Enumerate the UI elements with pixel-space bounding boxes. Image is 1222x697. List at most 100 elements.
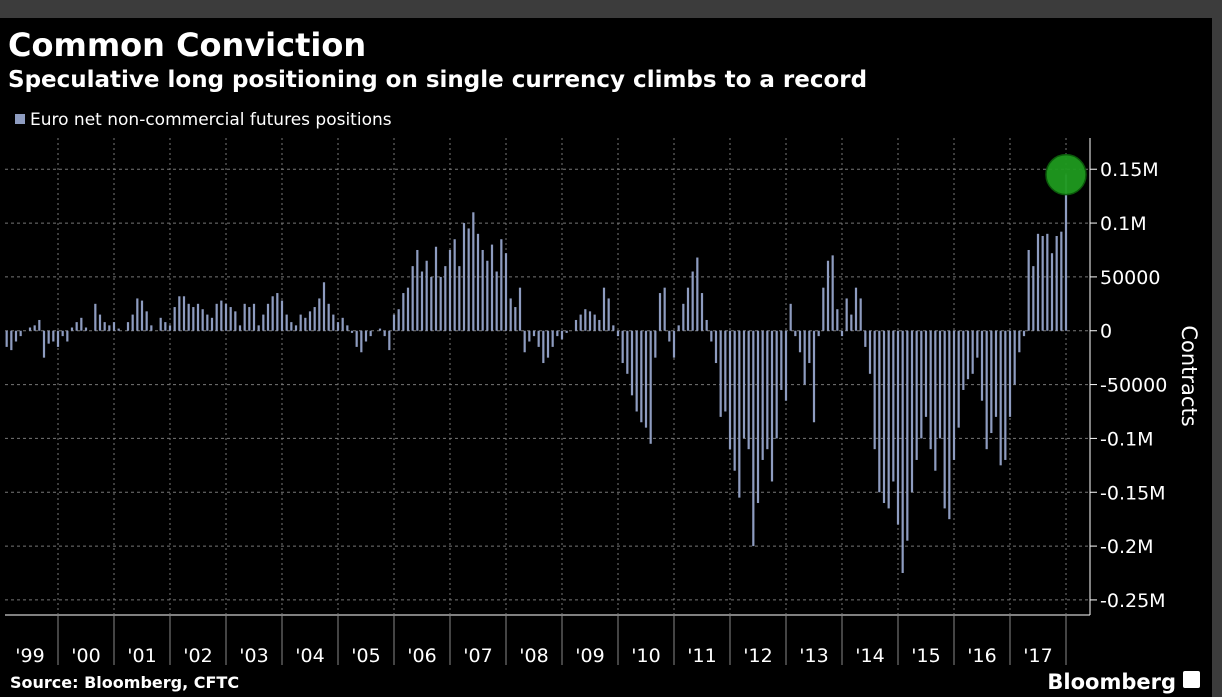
bar	[509, 298, 512, 331]
bar	[812, 330, 816, 423]
bar	[75, 322, 78, 331]
bar	[943, 330, 946, 509]
bar	[266, 303, 270, 331]
x-tick-label: '14	[855, 645, 884, 667]
bar	[565, 330, 568, 333]
bar	[985, 330, 988, 450]
bar	[780, 330, 783, 390]
bar	[10, 330, 13, 351]
highlight-circle	[1045, 153, 1087, 196]
bar	[126, 322, 130, 331]
bar	[388, 330, 391, 351]
bar	[700, 293, 704, 331]
bar	[276, 293, 279, 331]
bar	[304, 317, 307, 331]
bar	[514, 307, 517, 331]
bar	[691, 271, 694, 331]
y-tick-label: -50000	[1100, 375, 1167, 397]
bar	[1046, 233, 1049, 331]
bar	[738, 330, 741, 498]
bar	[84, 327, 88, 331]
bar	[976, 330, 979, 358]
bar	[1018, 330, 1021, 353]
bar	[747, 330, 750, 450]
bar	[817, 330, 820, 337]
bar	[192, 307, 195, 331]
x-tick-label: '17	[1023, 645, 1052, 667]
bar	[929, 330, 932, 450]
bar	[294, 325, 298, 331]
bar	[462, 223, 466, 331]
bar	[38, 319, 41, 331]
bar	[644, 330, 648, 428]
bar	[308, 311, 312, 331]
bar	[626, 330, 629, 374]
bar	[467, 228, 470, 331]
bar	[864, 330, 867, 347]
bar	[187, 303, 190, 331]
bar	[584, 309, 587, 331]
bar	[794, 330, 797, 337]
bar	[924, 330, 928, 417]
bar	[593, 314, 596, 331]
bar	[896, 330, 900, 525]
bar	[47, 330, 50, 344]
bar	[556, 330, 559, 337]
bar	[677, 325, 680, 331]
bar	[476, 233, 480, 331]
y-tick-label: -0.1M	[1100, 428, 1153, 450]
bar	[789, 303, 792, 331]
bar	[453, 239, 456, 331]
bar	[910, 330, 914, 493]
bar	[504, 253, 508, 331]
bar	[434, 246, 438, 331]
bar	[714, 330, 718, 364]
bar	[948, 330, 951, 520]
bar	[784, 330, 788, 401]
y-axis-title: Contracts	[1177, 325, 1201, 426]
brand-icon	[1183, 671, 1200, 688]
right-frame	[1212, 0, 1222, 697]
bar	[672, 330, 676, 358]
bar	[178, 296, 181, 331]
bar	[962, 330, 965, 390]
bar	[416, 249, 419, 331]
bar	[234, 311, 237, 331]
bar	[402, 293, 405, 331]
y-tick-label: 0	[1100, 321, 1112, 343]
bar	[766, 330, 769, 450]
bar	[868, 330, 872, 374]
bar	[1036, 233, 1040, 331]
bar	[803, 330, 806, 385]
x-tick-label: '10	[631, 645, 660, 667]
bar	[887, 330, 890, 509]
bar	[103, 322, 106, 331]
y-tick-label: -0.25M	[1100, 590, 1166, 612]
bar	[215, 303, 218, 331]
bar	[840, 330, 844, 337]
bar	[495, 271, 498, 331]
bar	[229, 307, 232, 331]
bar	[612, 325, 615, 331]
bar	[621, 330, 624, 364]
bar	[994, 330, 998, 417]
brand: Bloomberg	[1047, 670, 1176, 694]
bar	[682, 303, 685, 331]
bar	[364, 330, 368, 342]
bar	[598, 319, 601, 331]
bar	[28, 327, 32, 331]
bar	[859, 298, 862, 331]
bar	[66, 330, 69, 342]
bar	[392, 314, 396, 331]
bar	[383, 330, 386, 337]
bar	[952, 330, 956, 460]
bar	[33, 325, 36, 331]
bar	[94, 303, 97, 331]
bar	[980, 330, 984, 401]
bar	[546, 330, 550, 358]
bar	[238, 325, 242, 331]
y-tick-label: -0.15M	[1100, 482, 1166, 504]
bar	[117, 328, 120, 331]
bar	[262, 314, 265, 331]
chart-title: Common Conviction	[8, 26, 366, 64]
